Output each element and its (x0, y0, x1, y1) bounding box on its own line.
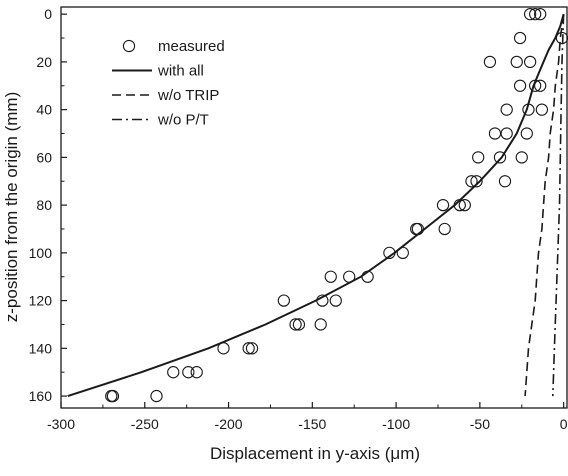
measured-point (513, 79, 527, 92)
measured-point (190, 366, 203, 379)
measured-point (535, 103, 549, 116)
measured-point (529, 79, 542, 92)
x-tick-label: -200 (215, 416, 243, 432)
x-axis-ticks: -300 -250 -200 -150 -100 -50 0 (47, 402, 568, 432)
measured-point (324, 270, 337, 283)
measured-point (245, 342, 259, 355)
legend-marker-measured (122, 39, 136, 53)
measured-point (383, 246, 396, 260)
legend: measured with all w/o TRIP w/o P/T (112, 38, 225, 129)
measured-point (453, 198, 466, 212)
measured-point (520, 127, 533, 140)
measured-point (150, 389, 163, 403)
x-tick-label: -250 (131, 416, 159, 432)
measured-point (522, 103, 535, 116)
legend-label-with-all: with all (157, 63, 204, 80)
measured-points (105, 8, 568, 403)
legend-label-measured: measured (158, 38, 225, 55)
measured-point (493, 151, 507, 164)
y-tick-label: 80 (36, 197, 52, 213)
measured-point (510, 55, 523, 69)
y-tick-label: 60 (36, 149, 52, 165)
x-tick-label: -300 (47, 416, 75, 432)
measured-point (314, 318, 327, 331)
measured-point (396, 246, 409, 260)
measured-point (217, 342, 230, 355)
plot-frame (60, 6, 568, 409)
y-axis-title: z-position from the origin (mm) (2, 92, 21, 323)
measured-point (411, 222, 425, 236)
measured-point (523, 8, 537, 21)
measured-point (534, 79, 547, 92)
measured-point (523, 55, 537, 69)
x-tick-label: 0 (560, 416, 568, 432)
legend-label-w-o-p-t: w/o P/T (157, 112, 209, 129)
measured-point (436, 198, 450, 212)
measured-point (498, 175, 512, 188)
measured-point (316, 294, 329, 307)
y-tick-label: 100 (29, 245, 53, 261)
measured-point (289, 318, 302, 331)
measured-point (242, 342, 255, 355)
measured-point (438, 222, 451, 236)
x-axis-title: Displacement in y-axis (μm) (210, 444, 420, 463)
measured-point (329, 294, 342, 307)
measured-point (292, 318, 306, 331)
x-tick-label: -150 (298, 416, 326, 432)
x-tick-label: -100 (382, 416, 410, 432)
measured-point (483, 55, 497, 69)
measured-point (465, 175, 478, 188)
y-tick-label: 20 (36, 54, 52, 70)
y-tick-label: 160 (29, 388, 53, 404)
y-tick-label: 120 (29, 293, 53, 309)
measured-point (167, 366, 180, 379)
measured-point (500, 127, 513, 140)
series-line-with-all (67, 13, 565, 398)
measured-point (182, 366, 195, 379)
measured-point (343, 270, 356, 283)
measured-point (500, 103, 513, 116)
series-line-w-o-trip (524, 14, 565, 397)
measured-point (361, 270, 374, 283)
y-tick-label: 40 (36, 102, 52, 118)
measured-point (106, 389, 120, 403)
y-tick-label: 0 (44, 6, 52, 22)
measured-point (515, 151, 528, 164)
y-axis-ticks: 0 20 40 60 80 100 120 140 160 (29, 6, 67, 404)
measured-point (529, 8, 542, 21)
measured-point (513, 31, 527, 45)
measured-point (488, 127, 502, 140)
measured-point (458, 198, 471, 212)
measured-point (534, 8, 547, 21)
legend-label-w-o-trip: w/o TRIP (157, 87, 219, 104)
series-line-w-o-p-t (552, 14, 565, 397)
measured-point (472, 151, 485, 164)
x-tick-label: -50 (470, 416, 490, 432)
measured-point (277, 294, 290, 307)
measured-point (470, 175, 483, 188)
series-lines (67, 13, 565, 398)
y-tick-label: 140 (29, 340, 53, 356)
